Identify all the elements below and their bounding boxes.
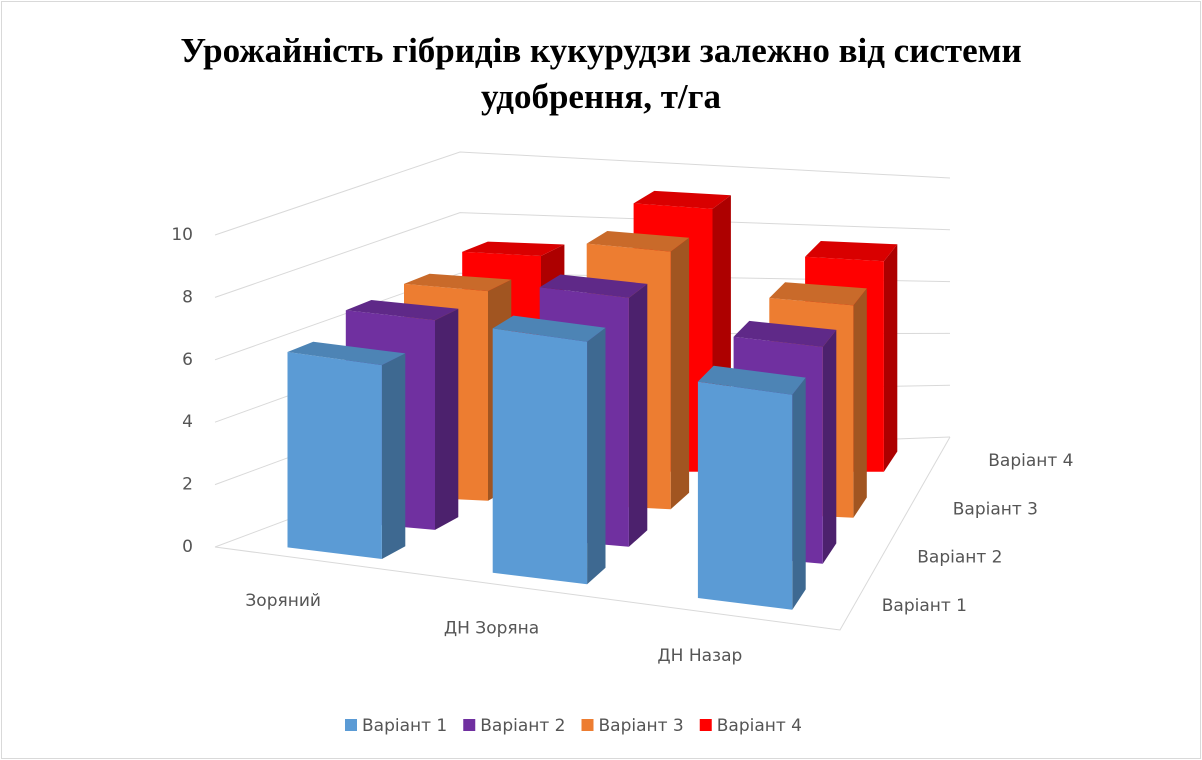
bar-side <box>822 329 837 564</box>
grid-line <box>214 212 951 298</box>
y-tick-label: 2 <box>182 475 193 495</box>
bar-side <box>792 377 806 610</box>
bar-side <box>853 288 867 518</box>
bar-top <box>287 341 406 366</box>
x-tick-label: ДН Зоряна <box>444 619 539 639</box>
bar-top <box>345 300 459 321</box>
bar-top <box>462 241 565 256</box>
legend-label: Варіант 2 <box>480 716 565 736</box>
y-tick-label: 6 <box>182 350 193 370</box>
grid-line <box>214 272 951 361</box>
bar-top <box>769 282 867 306</box>
floor-edge <box>214 436 951 631</box>
x-tick-label: Зоряний <box>245 591 321 611</box>
bar-top <box>733 320 837 347</box>
bar-top <box>633 190 731 209</box>
depth-tick-label: Варіант 3 <box>953 499 1038 519</box>
legend-swatch <box>581 719 594 731</box>
depth-tick-label: Варіант 2 <box>917 548 1002 568</box>
depth-tick-label: Варіант 4 <box>988 451 1073 471</box>
bar-top <box>805 241 898 262</box>
y-tick-label: 4 <box>182 412 193 432</box>
y-tick-label: 10 <box>171 225 193 245</box>
bar-side <box>381 353 406 559</box>
bar-side <box>435 308 459 530</box>
bar-top <box>586 231 690 252</box>
bar <box>492 315 606 585</box>
bar-front <box>287 352 382 559</box>
grid-line <box>214 151 951 236</box>
bar-side <box>670 237 690 510</box>
bar-front <box>697 381 793 610</box>
bar-side <box>587 327 606 585</box>
bar <box>697 365 806 610</box>
legend-swatch <box>463 719 476 731</box>
legend-label: Варіант 1 <box>362 716 447 736</box>
bar-side <box>883 244 898 472</box>
bar <box>287 341 406 559</box>
bar-top <box>404 273 512 292</box>
y-tick-label: 8 <box>182 287 193 307</box>
legend-label: Варіант 3 <box>599 716 684 736</box>
bar-top <box>697 365 806 395</box>
y-tick-label: 0 <box>182 537 193 557</box>
bar-side <box>628 283 648 547</box>
legend-swatch <box>699 719 712 731</box>
legend-label: Варіант 4 <box>717 716 802 736</box>
bar-top <box>492 315 606 342</box>
legend-swatch <box>345 719 357 731</box>
depth-tick-label: Варіант 1 <box>882 596 967 616</box>
bar-front <box>492 328 588 585</box>
chart-title: Урожайність гібридів кукурудзи залежно в… <box>180 31 1022 116</box>
x-tick-label: ДН Назар <box>657 646 742 666</box>
bar-top <box>539 274 648 298</box>
